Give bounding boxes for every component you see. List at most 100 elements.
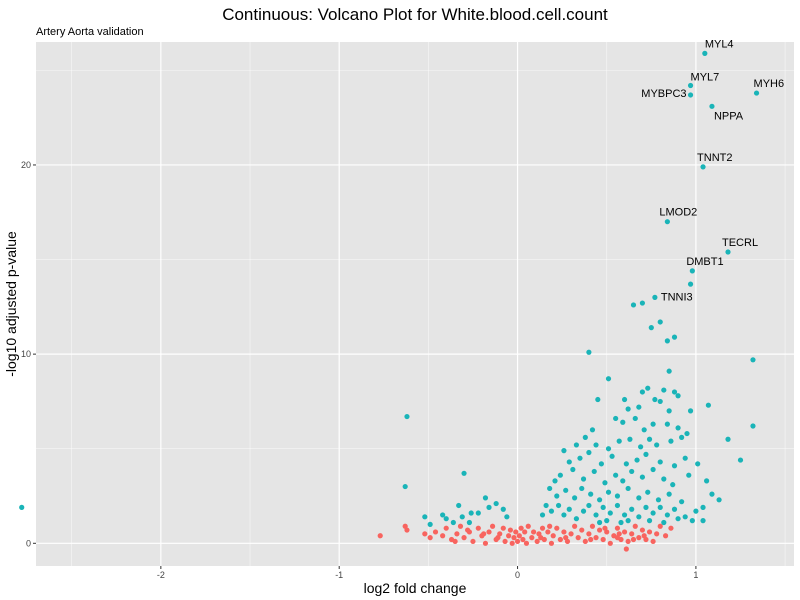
- data-point-not-significant: [563, 535, 569, 541]
- data-point-significant: [596, 519, 603, 526]
- data-point-significant: [572, 495, 578, 501]
- data-point-not-significant: [625, 538, 631, 545]
- data-point-significant: [625, 406, 631, 412]
- data-point-significant: [679, 499, 685, 505]
- data-point-significant: [402, 483, 408, 490]
- data-point-not-significant: [547, 523, 553, 529]
- data-point-significant: [641, 427, 647, 433]
- data-point-significant: [468, 510, 474, 516]
- data-point-significant: [548, 508, 555, 514]
- data-point-significant: [582, 434, 588, 440]
- data-point-not-significant: [495, 535, 501, 541]
- data-point-not-significant: [550, 533, 556, 539]
- data-point-not-significant: [377, 533, 383, 539]
- data-point-significant: [750, 357, 756, 363]
- data-point-not-significant: [511, 535, 517, 541]
- data-point-not-significant: [404, 527, 410, 533]
- data-point-significant: [700, 517, 706, 524]
- data-point-significant: [671, 334, 678, 340]
- data-point-significant: [639, 389, 646, 395]
- data-point-labeled: [664, 219, 670, 225]
- data-point-not-significant: [454, 531, 460, 537]
- data-point-significant: [654, 442, 660, 448]
- data-point-significant: [602, 480, 608, 486]
- data-point-significant: [670, 482, 676, 488]
- data-point-not-significant: [621, 529, 628, 535]
- data-point-significant: [684, 430, 690, 437]
- chart-title: Continuous: Volcano Plot for White.blood…: [222, 5, 608, 24]
- data-point-significant: [613, 472, 619, 478]
- data-point-labeled: [709, 103, 715, 109]
- data-point-significant: [671, 506, 678, 512]
- data-point-significant: [605, 446, 612, 452]
- data-point-not-significant: [568, 531, 574, 537]
- data-point-not-significant: [509, 540, 515, 546]
- data-point-significant: [561, 448, 567, 454]
- data-point-significant: [547, 485, 553, 492]
- data-point-significant: [566, 506, 572, 512]
- data-point-significant: [554, 493, 560, 499]
- data-point-not-significant: [525, 523, 531, 529]
- labeled-points: [652, 50, 760, 300]
- data-point-not-significant: [545, 529, 551, 535]
- data-point-significant: [482, 495, 489, 501]
- data-point-not-significant: [529, 535, 535, 541]
- data-point-significant: [705, 402, 711, 408]
- data-point-not-significant: [630, 536, 637, 543]
- x-tick-label: -2: [157, 570, 165, 580]
- data-point-significant: [466, 519, 472, 526]
- data-point-significant: [666, 408, 672, 414]
- data-point-not-significant: [489, 523, 496, 529]
- data-point-significant: [666, 491, 672, 497]
- data-point-labeled: [687, 82, 694, 89]
- data-point-significant: [687, 281, 694, 287]
- data-point-significant: [620, 419, 626, 425]
- data-point-significant: [671, 389, 678, 395]
- data-point-not-significant: [572, 523, 578, 529]
- point-label: DMBT1: [686, 256, 723, 268]
- data-point-significant: [686, 472, 692, 478]
- point-label: MYBPC3: [641, 88, 686, 100]
- data-point-not-significant: [582, 538, 588, 545]
- data-point-significant: [621, 396, 628, 403]
- data-point-significant: [486, 504, 492, 510]
- data-point-significant: [543, 502, 549, 509]
- data-point-significant: [605, 376, 612, 382]
- data-point-significant: [618, 519, 624, 526]
- data-point-significant: [573, 516, 580, 522]
- data-point-significant: [679, 434, 685, 440]
- data-point-significant: [636, 514, 642, 520]
- data-point-significant: [566, 459, 572, 465]
- data-point-not-significant: [639, 527, 646, 533]
- data-point-not-significant: [457, 523, 464, 529]
- data-point-significant: [636, 495, 642, 501]
- data-point-significant: [427, 521, 433, 527]
- data-point-not-significant: [531, 529, 537, 535]
- data-point-not-significant: [557, 536, 563, 543]
- data-point-significant: [493, 500, 499, 507]
- data-point-significant: [625, 485, 631, 492]
- data-point-not-significant: [514, 538, 521, 545]
- data-point-not-significant: [586, 531, 592, 537]
- data-point-significant: [570, 466, 576, 473]
- data-point-not-significant: [596, 527, 603, 533]
- data-point-not-significant: [461, 535, 467, 541]
- data-point-significant: [657, 459, 663, 465]
- data-point-significant: [563, 487, 569, 493]
- data-point-significant: [443, 516, 449, 522]
- data-point-significant: [557, 472, 563, 478]
- data-point-significant: [675, 425, 681, 431]
- data-point-significant: [664, 338, 670, 344]
- data-point-significant: [716, 497, 722, 503]
- data-point-labeled: [700, 164, 706, 170]
- data-point-significant: [666, 368, 672, 374]
- data-point-not-significant: [668, 525, 674, 531]
- data-point-significant: [604, 517, 610, 524]
- point-label: LMOD2: [659, 207, 697, 219]
- data-point-significant: [450, 519, 456, 526]
- data-point-significant: [661, 476, 667, 482]
- data-point-not-significant: [650, 538, 656, 545]
- data-point-significant: [613, 415, 619, 422]
- data-point-significant: [580, 476, 587, 482]
- data-point-significant: [664, 421, 670, 427]
